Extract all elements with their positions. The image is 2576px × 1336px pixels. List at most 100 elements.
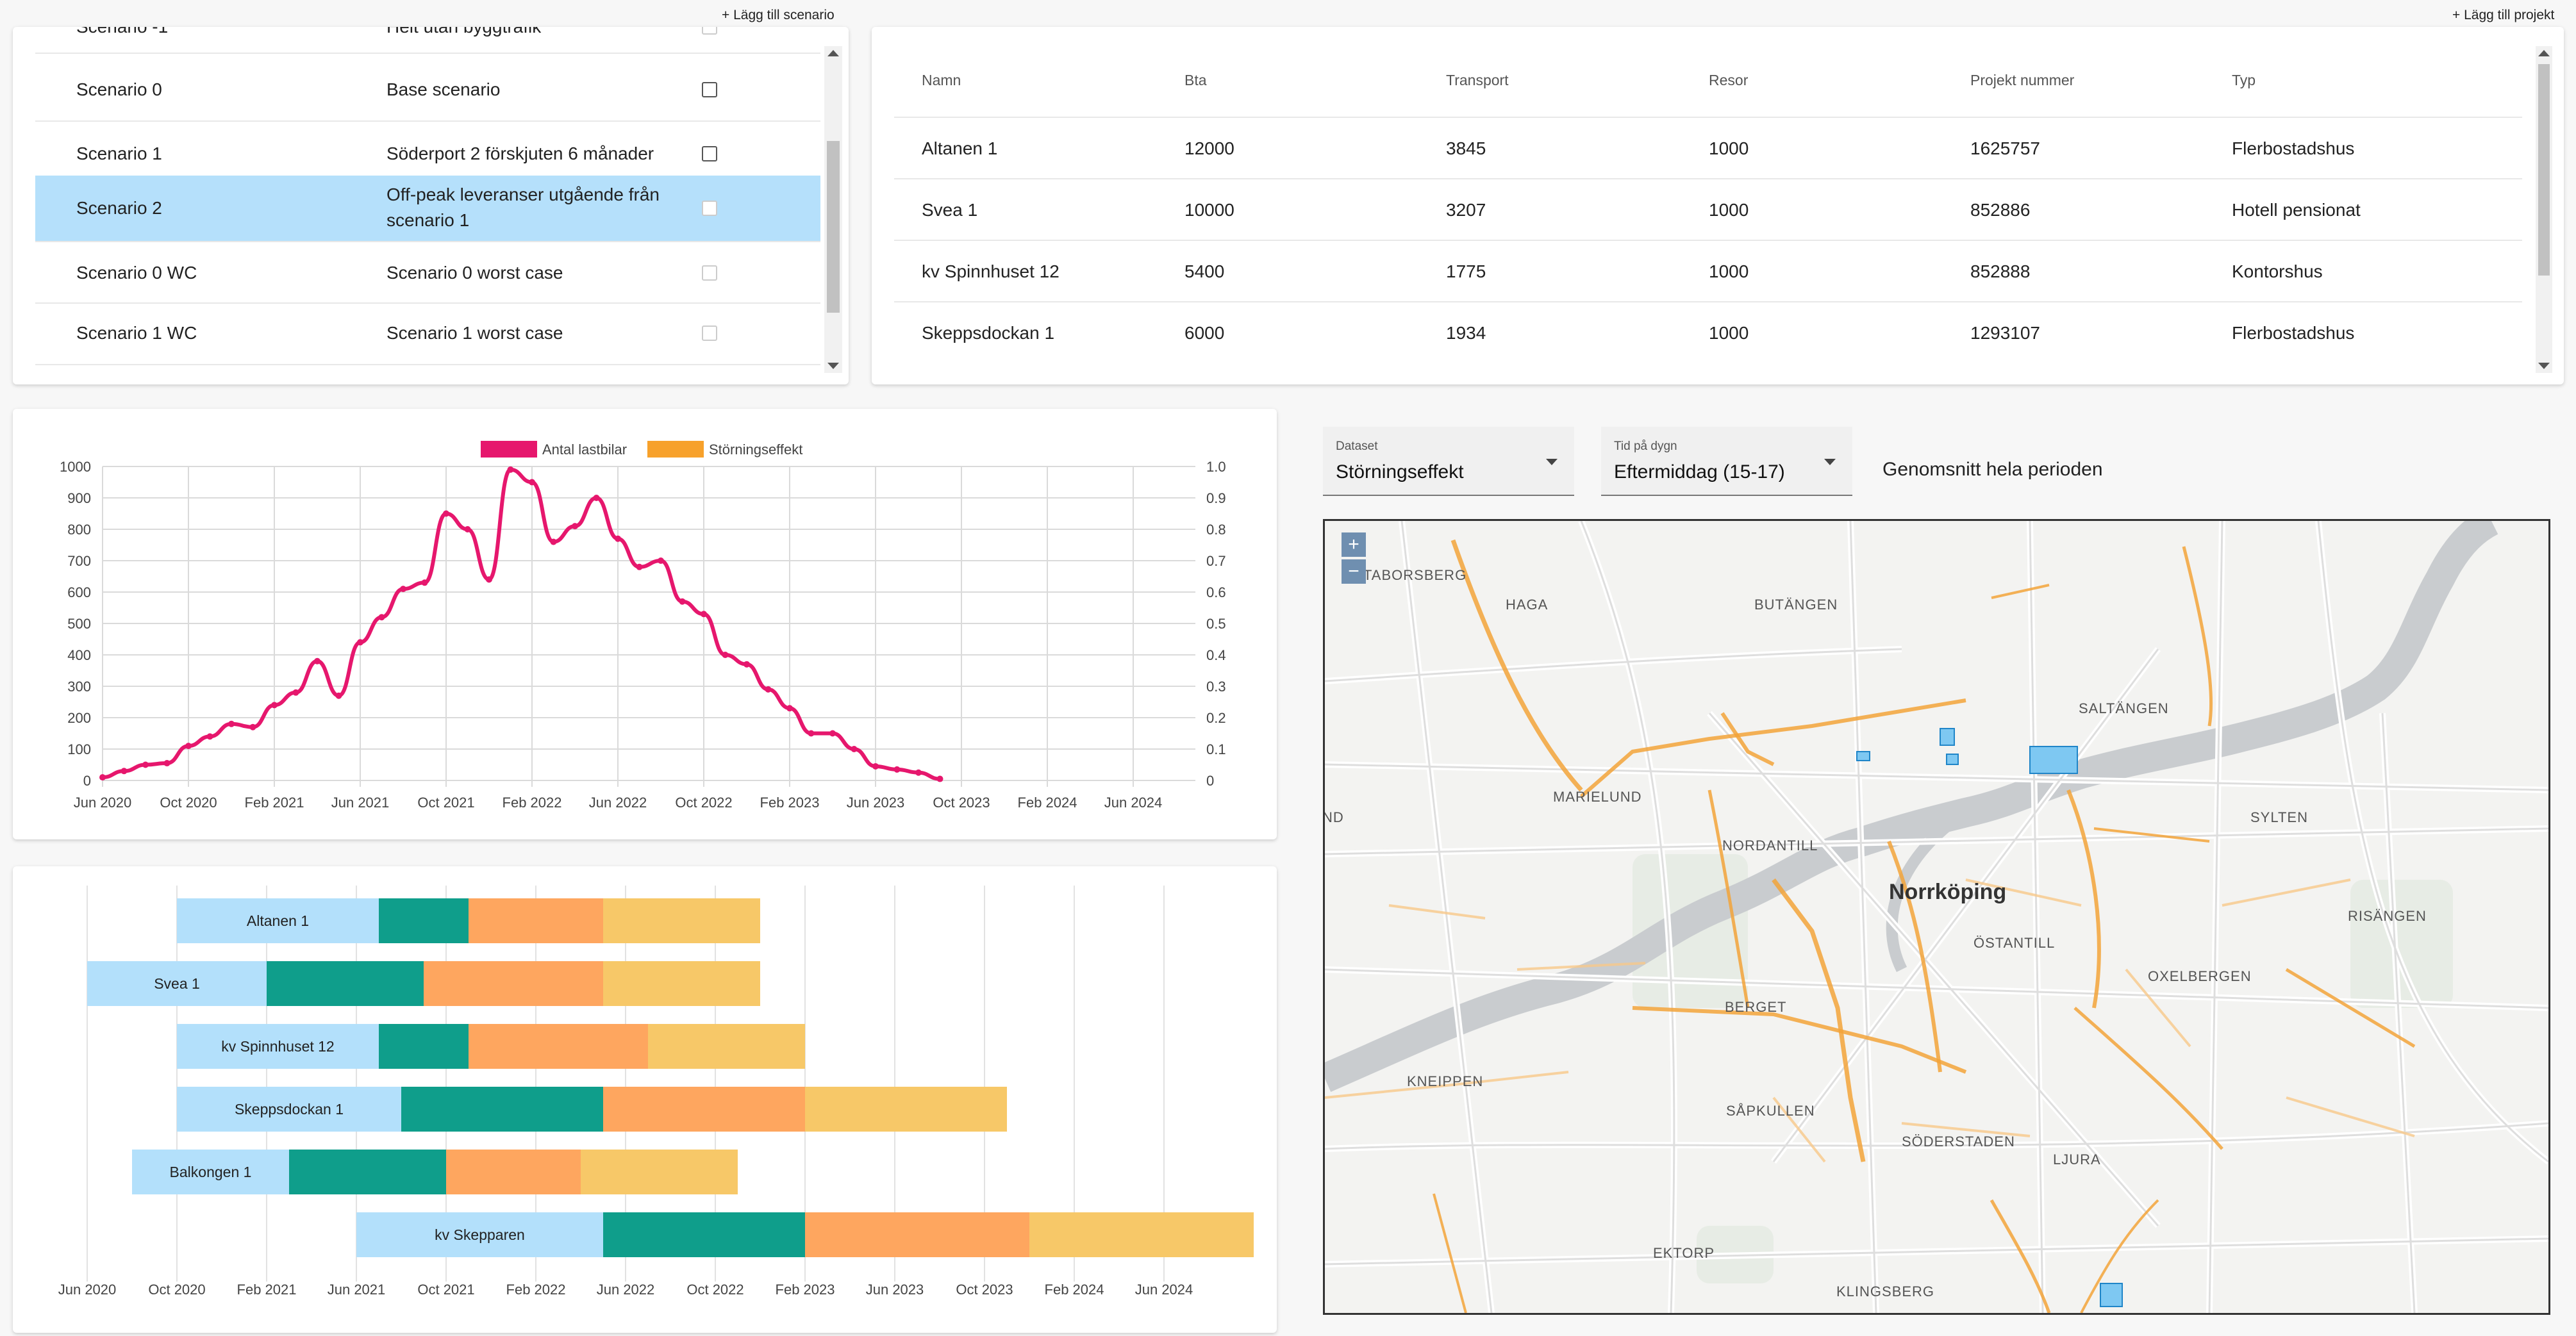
scenario-name: Scenario 0 WC (76, 263, 197, 283)
scroll-down-icon[interactable] (2538, 363, 2550, 369)
time-of-day-select[interactable]: Tid på dygn Eftermiddag (15-17) (1601, 427, 1852, 496)
map-district-label: EKTORP (1653, 1245, 1715, 1261)
scenario-row[interactable]: Scenario 0 Base scenario (35, 59, 820, 122)
timeline-chart: Jun 2020 Oct 2020 Feb 2021 Jun 2021 Oct 2021… (58, 886, 1254, 1298)
timeline-bar-segment (469, 1024, 648, 1069)
scenario-row[interactable]: Scenario 1 WC Scenario 1 worst case (35, 302, 820, 365)
data-point (744, 661, 750, 668)
timeline-bar-segment (1029, 1212, 1254, 1257)
data-point (99, 774, 106, 781)
map-district-label: SYLTEN (2250, 809, 2308, 825)
road-edge (1325, 1122, 2548, 1150)
scroll-up-icon[interactable] (2538, 50, 2550, 56)
data-point (206, 733, 213, 740)
scenario-description: Scenario 1 worst case (386, 323, 563, 343)
road-edge (1772, 648, 2159, 1162)
column-header[interactable]: Resor (1709, 72, 1749, 88)
scenario-checkbox[interactable] (702, 265, 717, 281)
column-header[interactable]: Projekt nummer (1970, 72, 2075, 88)
map-district-label: OXELBERGEN (2148, 968, 2252, 984)
scenario-scrollbar[interactable] (824, 46, 842, 373)
project-row[interactable]: kv Spinnhuset 12 5400 1775 1000 852888 Kontor… (894, 240, 2522, 302)
column-header[interactable]: Bta (1184, 72, 1207, 88)
y-right-tick-label: 0.5 (1206, 616, 1226, 632)
x-tick-label: Oct 2021 (417, 795, 474, 811)
disturbance-road (1720, 712, 1775, 766)
projects-scrollbar[interactable] (2536, 46, 2552, 373)
projects-table: Namn Bta Transport Resor Projekt nummer Typ Al… (872, 27, 2564, 384)
scenario-checkbox[interactable] (702, 326, 717, 341)
add-scenario-link[interactable]: + Lägg till scenario (722, 8, 835, 22)
x-tick-label: Feb 2024 (1045, 1282, 1104, 1298)
timeline-bar-segment (177, 898, 379, 943)
column-header[interactable]: Typ (2232, 72, 2256, 88)
scenario-row[interactable]: Scenario 2 Off-peak leveranser utgående f… (35, 176, 820, 242)
scroll-up-icon[interactable] (827, 50, 839, 56)
scroll-thumb[interactable] (2538, 64, 2550, 276)
timeline-bar-segment (603, 961, 760, 1006)
timeline-bar-segment (446, 1150, 581, 1194)
x-tick-label: Jun 2021 (331, 795, 390, 811)
scenario-row[interactable]: Scenario 0 WC Scenario 0 worst case (35, 243, 820, 304)
y-left-tick-label: 500 (67, 616, 91, 632)
project-area[interactable] (2100, 1283, 2123, 1307)
scenario-row[interactable]: Scenario -1 Helt utan byggtrafik (35, 27, 820, 54)
project-area[interactable] (2029, 746, 2078, 774)
zoom-in-button[interactable]: + (1342, 532, 1366, 557)
column-header[interactable]: Transport (1446, 72, 1509, 88)
y-right-tick-label: 0.3 (1206, 679, 1226, 695)
scroll-down-icon[interactable] (827, 363, 839, 369)
y-left-tick-label: 900 (67, 490, 91, 506)
project-area[interactable] (1940, 728, 1955, 746)
data-point (893, 766, 901, 773)
x-tick-label: Feb 2021 (237, 1282, 297, 1298)
project-cell: Kontorshus (2232, 261, 2323, 281)
dataset-select[interactable]: Dataset Störningseffekt (1323, 427, 1574, 496)
timeline-bar-segment (401, 1087, 603, 1132)
project-cell: 12000 (1184, 138, 1234, 158)
scenario-checkbox[interactable] (702, 27, 717, 35)
time-select-label: Tid på dygn (1614, 440, 1677, 453)
x-tick-label: Jun 2024 (1104, 795, 1163, 811)
add-project-link[interactable]: + Lägg till projekt (2452, 8, 2555, 22)
scenario-checkbox[interactable] (702, 82, 717, 97)
scenario-checkbox[interactable] (702, 146, 717, 161)
data-point (249, 723, 256, 730)
data-point (507, 466, 514, 473)
map-district-label: MARIELUND (1553, 789, 1642, 805)
data-point (550, 538, 557, 545)
project-row[interactable]: Altanen 1 12000 3845 1000 1625757 Flerbostads… (894, 117, 2522, 179)
road-edge (2381, 713, 2416, 1313)
timeline-bar-segment (603, 1212, 805, 1257)
scroll-thumb[interactable] (827, 141, 840, 313)
road-edge (1325, 827, 2548, 855)
x-tick-label: Jun 2021 (328, 1282, 386, 1298)
project-row[interactable]: Skeppsdockan 1 6000 1934 1000 1293107 Flerbos… (894, 301, 2522, 364)
project-cell: 1625757 (1970, 138, 2041, 158)
x-tick-label: Feb 2022 (503, 795, 562, 811)
scenario-description: Base scenario (386, 79, 501, 99)
map-district-label: LJURA (2053, 1151, 2101, 1167)
data-point (142, 761, 149, 768)
project-area[interactable] (1856, 751, 1870, 761)
map-view[interactable]: HAGA BUTÄNGEN SALTÄNGEN MARIELUND NORDANTILL… (1323, 519, 2550, 1315)
data-point (786, 705, 793, 712)
timeline-bar-segment (177, 1087, 401, 1132)
map-district-label: KNEIPPEN (1407, 1073, 1484, 1089)
y-left-tick-label: 800 (67, 522, 91, 538)
data-point (765, 686, 772, 693)
column-header[interactable]: Namn (922, 72, 961, 88)
project-area[interactable] (1946, 754, 1959, 765)
timeline-bar-segment (132, 1150, 289, 1194)
road-edge (1400, 521, 1493, 1313)
disturbance-road-low (2222, 878, 2351, 907)
x-tick-label: Oct 2023 (956, 1282, 1013, 1298)
timeline-bar-segment (603, 1087, 805, 1132)
disturbance-road-low (1901, 1122, 2031, 1137)
project-row[interactable]: Svea 1 10000 3207 1000 852886 Hotell pensiona… (894, 178, 2522, 241)
zoom-out-button[interactable]: − (1342, 559, 1366, 584)
scenario-checkbox[interactable] (702, 201, 717, 216)
timeline-bar-segment (805, 1087, 1007, 1132)
data-point (636, 563, 643, 570)
data-point (915, 769, 922, 776)
